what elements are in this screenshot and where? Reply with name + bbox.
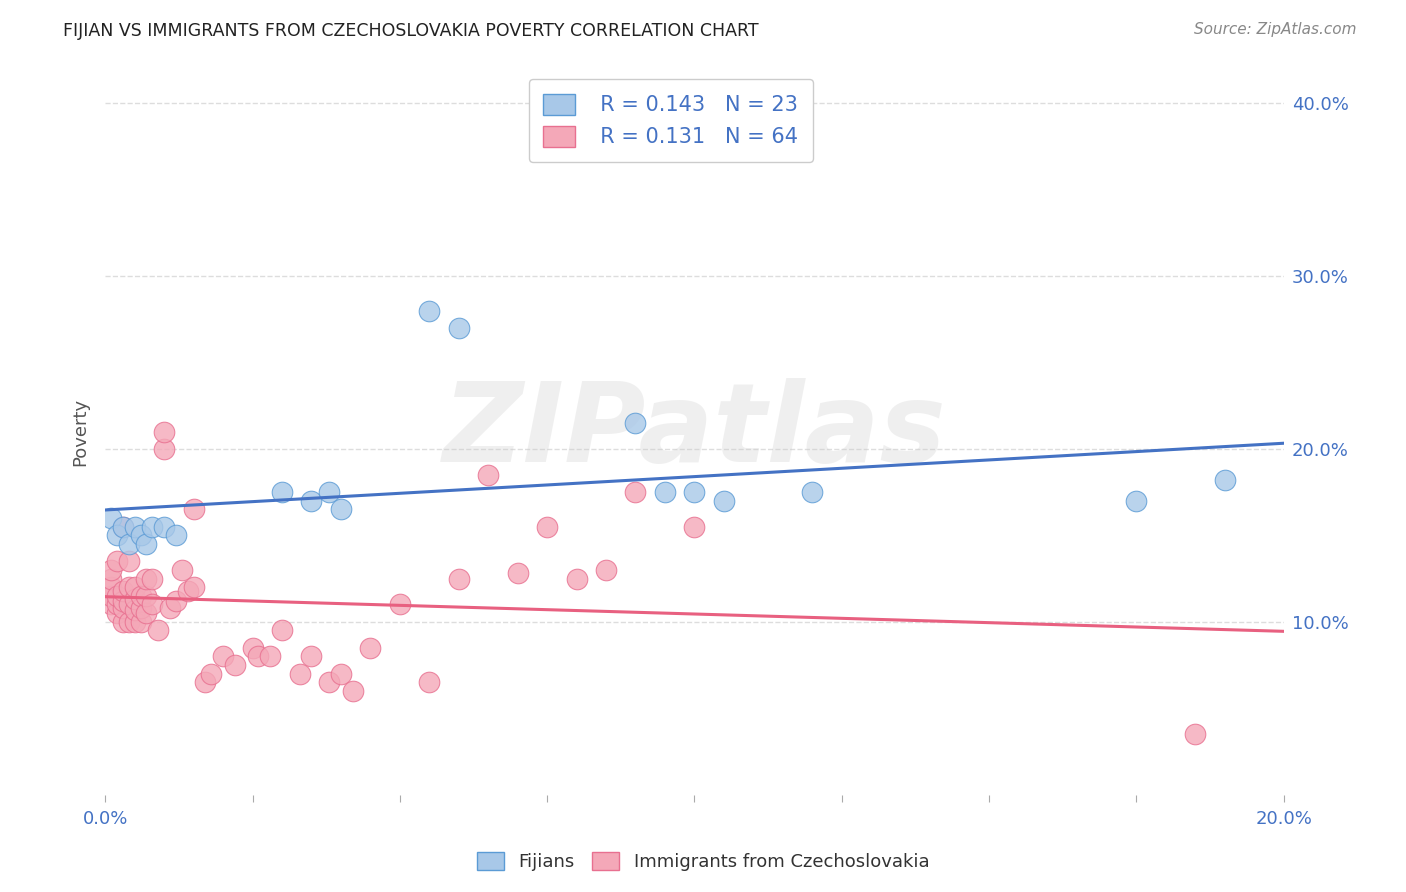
Point	[124, 602, 146, 616]
Point	[224, 658, 246, 673]
Point	[135, 589, 157, 603]
Point	[129, 615, 152, 629]
Point	[124, 580, 146, 594]
Point	[148, 624, 170, 638]
Point	[111, 519, 134, 533]
Point	[159, 601, 181, 615]
Point	[288, 666, 311, 681]
Point	[100, 589, 122, 603]
Point	[111, 615, 134, 629]
Point	[100, 572, 122, 586]
Point	[359, 640, 381, 655]
Point	[194, 675, 217, 690]
Point	[1213, 473, 1236, 487]
Point	[212, 649, 235, 664]
Point	[170, 563, 193, 577]
Point	[342, 684, 364, 698]
Point	[624, 485, 647, 500]
Point	[105, 589, 128, 603]
Legend: Fijians, Immigrants from Czechoslovakia: Fijians, Immigrants from Czechoslovakia	[470, 845, 936, 879]
Point	[105, 528, 128, 542]
Point	[1184, 727, 1206, 741]
Point	[176, 583, 198, 598]
Point	[654, 485, 676, 500]
Point	[301, 493, 323, 508]
Point	[183, 580, 205, 594]
Point	[418, 303, 440, 318]
Point	[153, 425, 176, 439]
Point	[477, 467, 499, 482]
Point	[100, 511, 122, 525]
Point	[141, 572, 163, 586]
Point	[447, 321, 470, 335]
Point	[118, 598, 141, 612]
Point	[135, 572, 157, 586]
Point	[118, 615, 141, 629]
Point	[100, 563, 122, 577]
Point	[111, 601, 134, 615]
Point	[124, 592, 146, 607]
Point	[595, 563, 617, 577]
Legend:   R = 0.143   N = 23,   R = 0.131   N = 64: R = 0.143 N = 23, R = 0.131 N = 64	[529, 78, 813, 162]
Point	[200, 666, 222, 681]
Point	[129, 589, 152, 603]
Text: FIJIAN VS IMMIGRANTS FROM CZECHOSLOVAKIA POVERTY CORRELATION CHART: FIJIAN VS IMMIGRANTS FROM CZECHOSLOVAKIA…	[63, 22, 759, 40]
Point	[141, 519, 163, 533]
Point	[506, 566, 529, 581]
Point	[105, 554, 128, 568]
Point	[135, 606, 157, 620]
Point	[329, 502, 352, 516]
Point	[271, 624, 294, 638]
Point	[165, 528, 187, 542]
Point	[329, 666, 352, 681]
Point	[301, 649, 323, 664]
Point	[624, 416, 647, 430]
Point	[141, 598, 163, 612]
Point	[111, 583, 134, 598]
Point	[105, 606, 128, 620]
Point	[683, 519, 706, 533]
Point	[388, 598, 411, 612]
Point	[118, 580, 141, 594]
Point	[418, 675, 440, 690]
Point	[153, 519, 176, 533]
Point	[259, 649, 281, 664]
Point	[124, 519, 146, 533]
Point	[565, 572, 588, 586]
Point	[100, 580, 122, 594]
Point	[129, 528, 152, 542]
Point	[129, 601, 152, 615]
Point	[111, 594, 134, 608]
Point	[1125, 493, 1147, 508]
Point	[318, 675, 340, 690]
Point	[111, 519, 134, 533]
Point	[118, 537, 141, 551]
Point	[165, 594, 187, 608]
Point	[536, 519, 558, 533]
Point	[801, 485, 824, 500]
Point	[447, 572, 470, 586]
Point	[100, 598, 122, 612]
Point	[683, 485, 706, 500]
Point	[124, 615, 146, 629]
Point	[153, 442, 176, 456]
Point	[713, 493, 735, 508]
Point	[247, 649, 270, 664]
Point	[271, 485, 294, 500]
Y-axis label: Poverty: Poverty	[72, 398, 89, 466]
Point	[135, 537, 157, 551]
Point	[105, 598, 128, 612]
Text: Source: ZipAtlas.com: Source: ZipAtlas.com	[1194, 22, 1357, 37]
Point	[183, 502, 205, 516]
Point	[242, 640, 264, 655]
Point	[118, 554, 141, 568]
Point	[318, 485, 340, 500]
Text: ZIPatlas: ZIPatlas	[443, 378, 946, 485]
